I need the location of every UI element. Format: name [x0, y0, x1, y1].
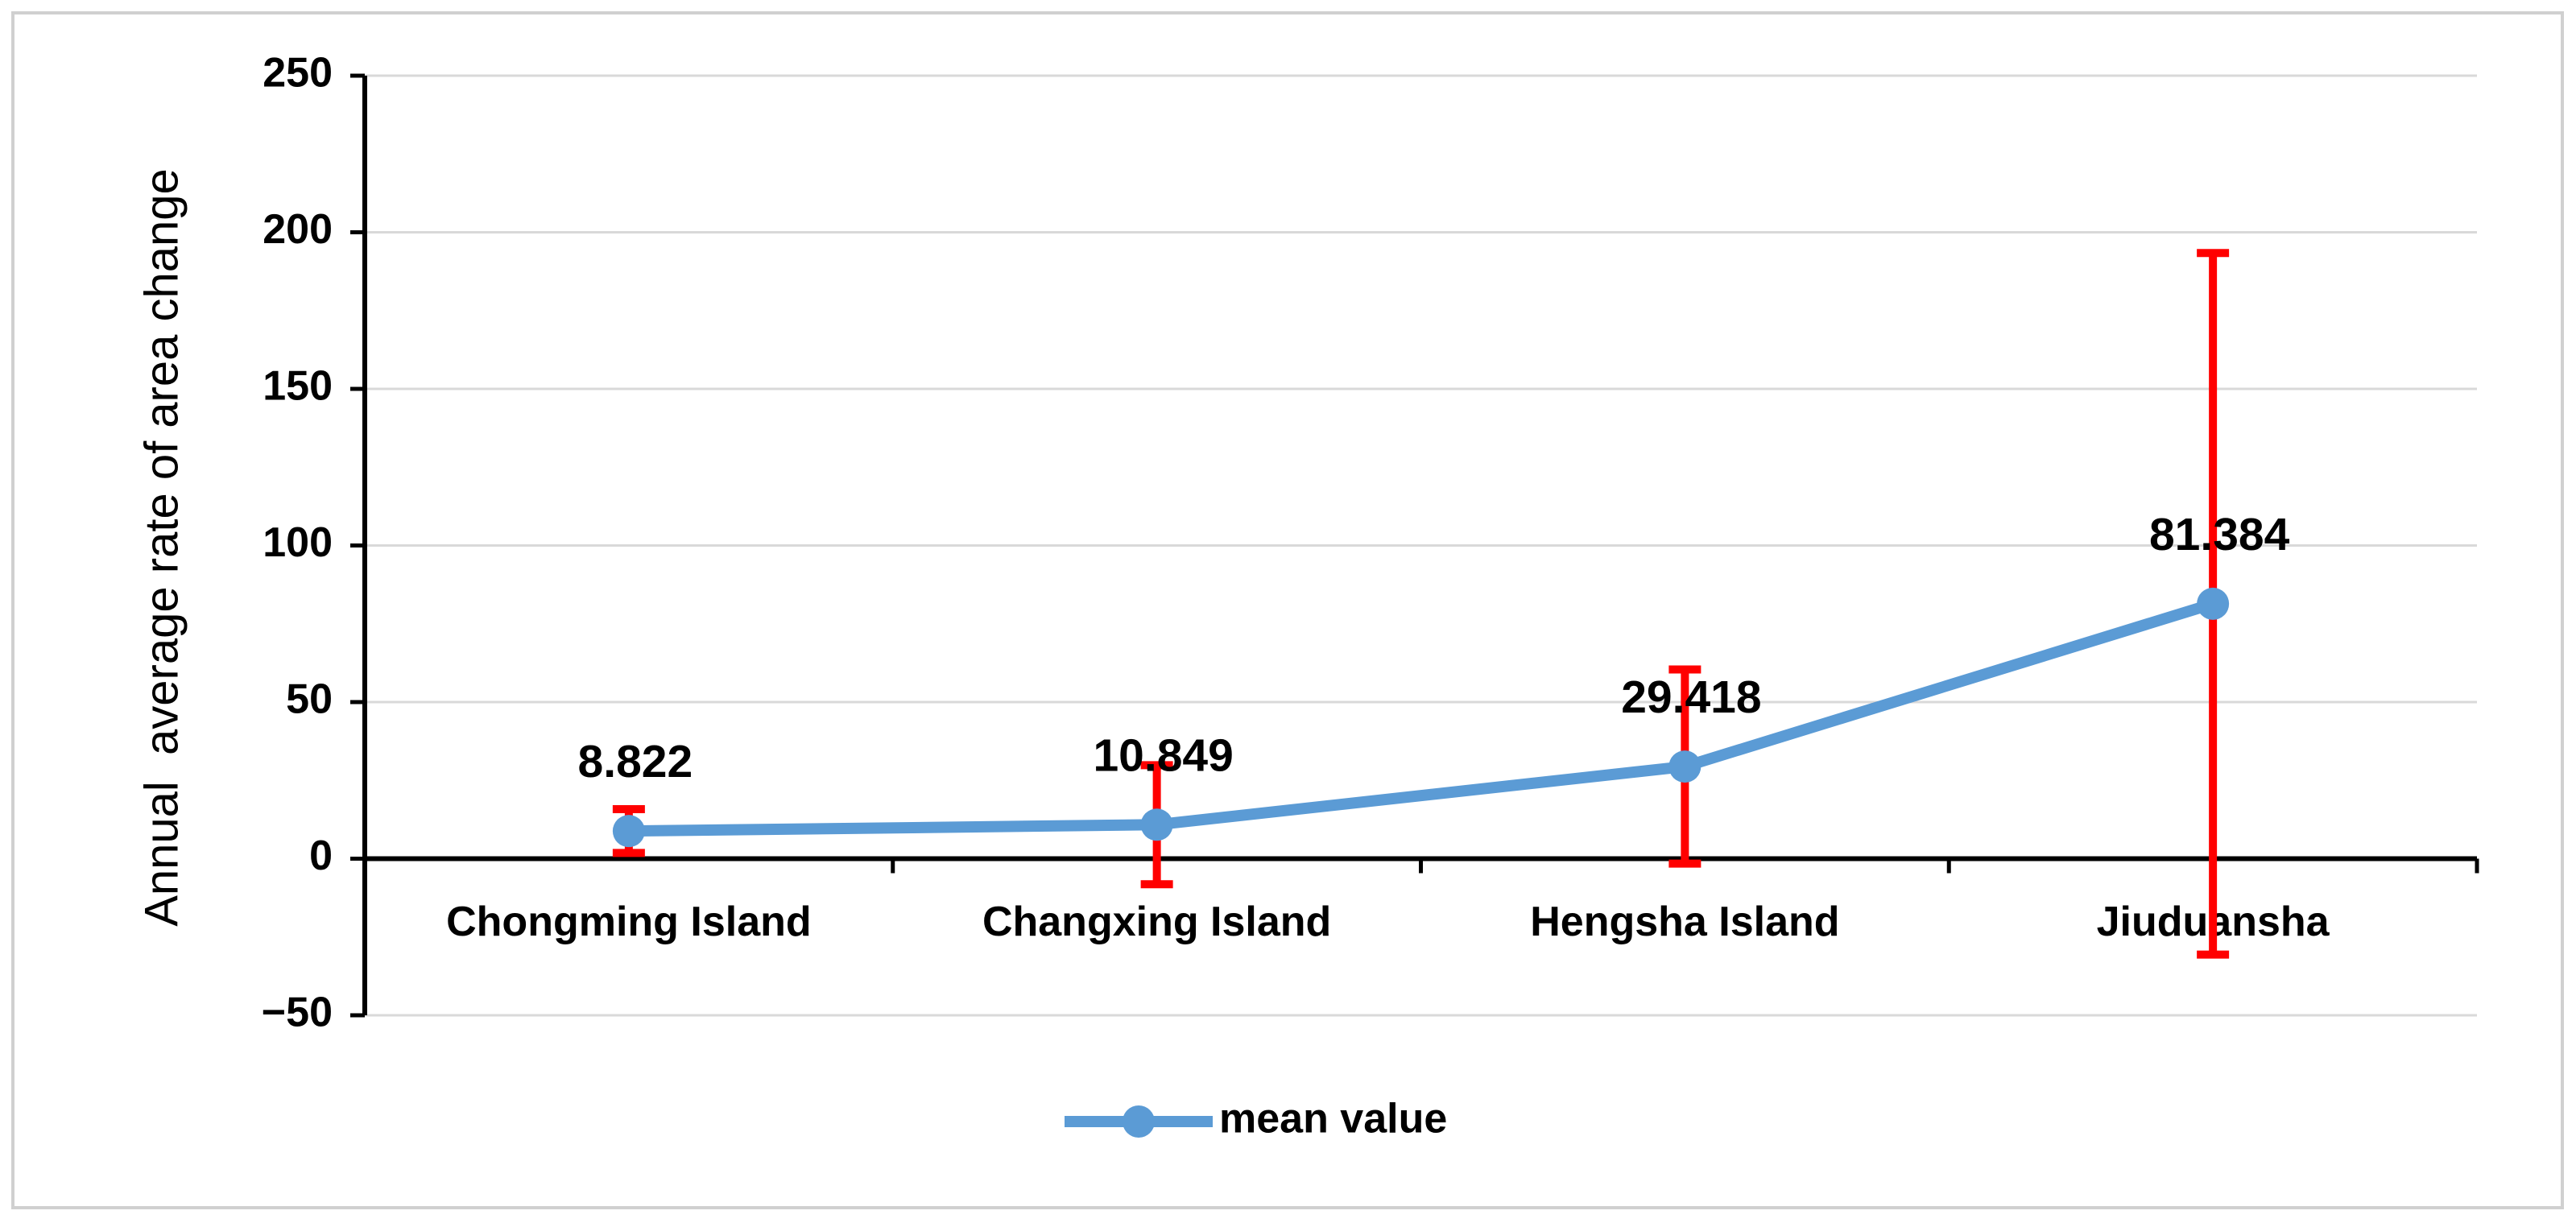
data-label: 81.384	[2149, 509, 2290, 560]
x-tick-label: Changxing Island	[982, 899, 1331, 945]
marker	[2197, 587, 2230, 620]
y-tick-label: −50	[262, 990, 333, 1036]
legend-label: mean value	[1219, 1096, 1447, 1142]
data-label: 8.822	[578, 736, 693, 787]
marker	[612, 815, 645, 848]
y-tick-label: 250	[263, 50, 333, 97]
marker	[1140, 808, 1173, 841]
series-line	[628, 598, 2215, 837]
y-axis-label: Annual average rate of area change	[135, 168, 188, 927]
x-tick-label: Hengsha Island	[1530, 899, 1839, 945]
data-label: 10.849	[1093, 729, 1233, 781]
chart-frame	[11, 11, 2564, 1209]
y-tick-label: 200	[263, 206, 333, 253]
data-label: 29.418	[1621, 671, 1761, 723]
y-tick-label: 0	[309, 833, 333, 879]
x-tick-label: Chongming Island	[446, 899, 812, 945]
y-tick-label: 50	[286, 676, 333, 723]
legend-marker	[1123, 1105, 1155, 1138]
y-tick-label: 150	[263, 363, 333, 410]
y-tick-label: 100	[263, 519, 333, 566]
marker	[1668, 750, 1701, 783]
